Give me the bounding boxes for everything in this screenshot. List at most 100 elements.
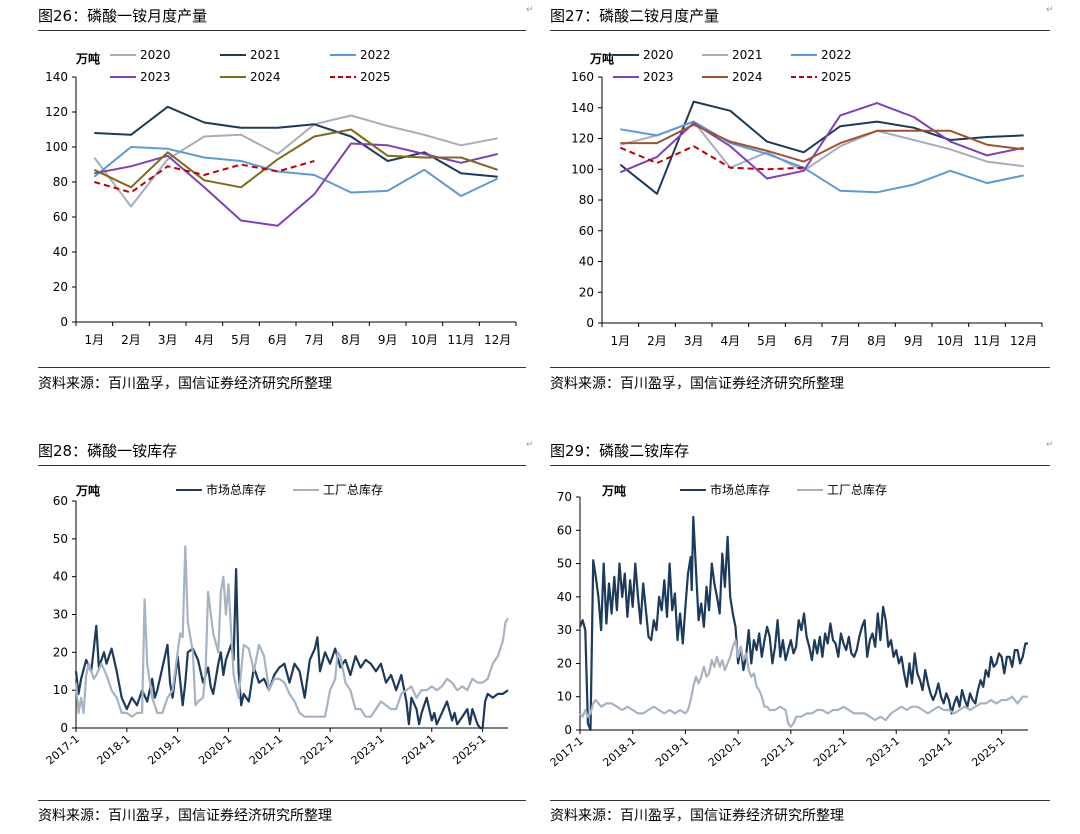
y-tick-label: 100 [571, 162, 594, 176]
legend-label: 2025 [360, 70, 391, 84]
x-tick-label: 6月 [794, 334, 814, 348]
chart-source: 资料来源：百川盈孚，国信证券经济研究所整理 [38, 808, 332, 824]
x-tick-label: 10月 [411, 333, 438, 347]
series-line-2023 [94, 142, 498, 227]
source-rule [550, 800, 1050, 801]
legend-label: 2020 [140, 48, 171, 62]
chart-title: 图27：磷酸二铵月度产量 [550, 7, 720, 25]
legend-label: 市场总库存 [206, 482, 266, 497]
x-tick-label: 7月 [831, 334, 851, 348]
x-tick-label: 8月 [867, 334, 887, 348]
x-tick-label: 8月 [341, 333, 361, 347]
y-tick-label: 0 [564, 723, 572, 737]
y-tick-label: 140 [571, 101, 594, 115]
y-tick-label: 140 [45, 70, 68, 84]
y-tick-label: 160 [571, 70, 594, 84]
x-tick-label: 2月 [647, 334, 667, 348]
x-tick-label: 12月 [484, 333, 511, 347]
y-tick-label: 50 [53, 532, 68, 546]
y-tick-label: 60 [53, 494, 68, 508]
series-line-2023 [619, 102, 1024, 180]
y-tick-label: 20 [557, 656, 572, 670]
x-tick-label: 2025-1 [969, 734, 1007, 769]
x-tick-label: 10月 [937, 334, 964, 348]
legend-label: 2024 [732, 70, 763, 84]
chart-title: 图29：磷酸二铵库存 [550, 442, 690, 460]
source-rule [38, 367, 526, 368]
series-line-2025 [94, 160, 315, 194]
x-tick-label: 1月 [85, 333, 105, 347]
y-tick-label: 30 [557, 623, 572, 637]
legend-label: 2021 [250, 48, 281, 62]
x-tick-label: 11月 [447, 333, 474, 347]
x-tick-label: 4月 [195, 333, 215, 347]
chart-mono-production: 0 20 40 60 80 100 120 140 万吨 1月 2月 3月 4月 5月 6月 7月 8月 9月 10… [45, 48, 517, 347]
x-tick-label: 2018-1 [600, 734, 638, 769]
x-tick-label: 2025-1 [450, 732, 488, 767]
legend-label: 市场总库存 [710, 482, 770, 497]
x-tick-label: 2023-1 [349, 732, 387, 767]
y-tick-label: 40 [53, 570, 68, 584]
y-tick-label: 0 [60, 721, 68, 735]
series-line-2022 [93, 146, 499, 197]
chart-source: 资料来源：百川盈孚，国信证券经济研究所整理 [550, 376, 844, 392]
y-tick-label: 50 [557, 557, 572, 571]
x-tick-label: 12月 [1010, 334, 1037, 348]
x-tick-label: 2020-1 [706, 734, 744, 769]
x-tick-label: 2021-1 [247, 732, 285, 767]
x-tick-label: 2018-1 [95, 732, 133, 767]
x-tick-label: 1月 [611, 334, 631, 348]
series-line-工厂总库存 [74, 545, 509, 718]
y-tick-label: 0 [586, 316, 594, 330]
legend-label: 2024 [250, 70, 281, 84]
y-tick-label: 70 [557, 490, 572, 504]
y-tick-label: 40 [579, 255, 594, 269]
legend-label: 工厂总库存 [827, 482, 887, 497]
chart-di-production: 0 20 40 60 80 100 120 140 160 万吨 1月 2月 3月 4月 5月 6月 7月 8月 9… [571, 48, 1043, 348]
paragraph-mark: ↵ [526, 440, 534, 450]
x-tick-label: 3月 [158, 333, 178, 347]
unit-label: 万吨 [75, 483, 100, 498]
title-rule [38, 465, 526, 466]
chart-title: 图28：磷酸一铵库存 [38, 442, 178, 460]
y-tick-label: 10 [53, 683, 68, 697]
source-rule [38, 800, 526, 801]
x-tick-label: 3月 [684, 334, 704, 348]
x-tick-label: 2022-1 [811, 734, 849, 769]
series-line-2024 [620, 123, 1024, 163]
series-line-工厂总库存 [579, 639, 1028, 728]
chart-title: 图26：磷酸一铵月度产量 [38, 7, 208, 25]
legend-label: 2022 [821, 48, 852, 62]
y-tick-label: 20 [53, 645, 68, 659]
legend-label: 2023 [140, 70, 171, 84]
y-tick-label: 80 [53, 175, 68, 189]
title-rule [550, 465, 1050, 466]
y-tick-label: 0 [60, 315, 68, 329]
legend-label: 2025 [821, 70, 852, 84]
legend-label: 2021 [732, 48, 763, 62]
y-tick-label: 40 [53, 245, 68, 259]
x-tick-label: 4月 [721, 334, 741, 348]
x-tick-label: 9月 [904, 334, 924, 348]
x-tick-label: 11月 [973, 334, 1000, 348]
series-line-2020 [619, 100, 1024, 195]
series-line-2024 [93, 128, 499, 189]
x-tick-label: 2019-1 [145, 732, 183, 767]
y-tick-label: 30 [53, 608, 68, 622]
series-line-2020 [93, 114, 498, 208]
chart-source: 资料来源：百川盈孚，国信证券经济研究所整理 [38, 376, 332, 392]
x-tick-label: 2017-1 [548, 734, 586, 769]
legend-label: 2020 [643, 48, 674, 62]
chart-di-inventory: 0 10 20 30 40 50 60 70 万吨 2017-1 2018-1 2019-1 2020-… [548, 482, 1028, 769]
x-tick-label: 2017-1 [44, 732, 82, 767]
x-tick-label: 2020-1 [196, 732, 234, 767]
series-line-2025 [619, 145, 804, 171]
y-tick-label: 80 [579, 193, 594, 207]
y-tick-label: 100 [45, 140, 68, 154]
source-rule [550, 367, 1050, 368]
unit-label: 万吨 [75, 51, 100, 66]
y-tick-label: 120 [571, 132, 594, 146]
y-tick-label: 10 [557, 690, 572, 704]
x-tick-label: 2022-1 [298, 732, 336, 767]
x-tick-label: 5月 [757, 334, 777, 348]
